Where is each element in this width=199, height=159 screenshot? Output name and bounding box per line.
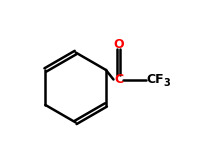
Text: 3: 3 xyxy=(164,79,170,88)
Text: C: C xyxy=(114,73,123,86)
Text: CF: CF xyxy=(146,73,164,86)
Text: O: O xyxy=(113,38,124,51)
